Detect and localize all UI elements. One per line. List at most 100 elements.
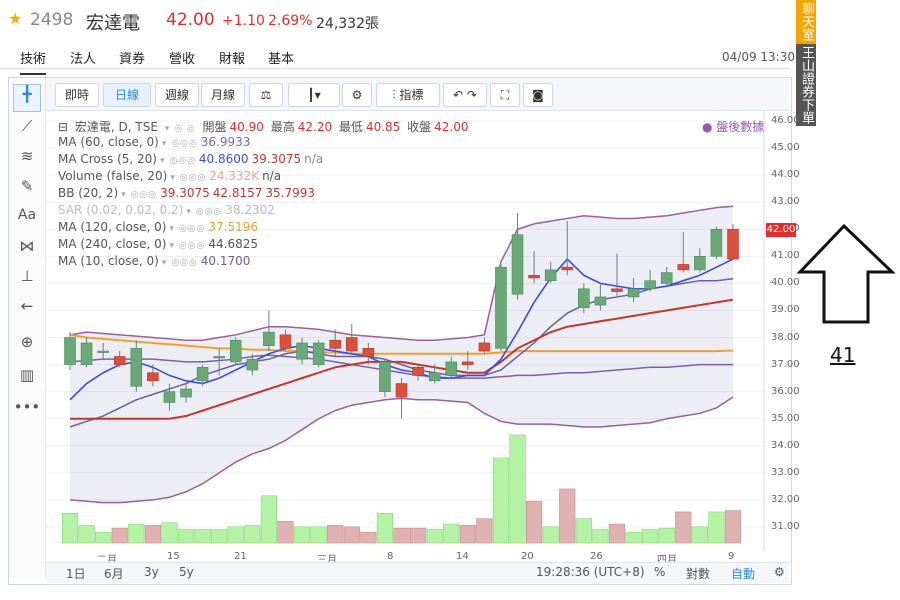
fullscreen-icon[interactable]: ⛶ [490,83,520,107]
volume-bar [211,529,228,544]
legend-row[interactable]: MA Cross (5, 20) ▾ ◎◎◎ 40.8600 39.3075 n/a [58,152,326,166]
bottom-settings-icon[interactable]: ⚙ [774,565,785,579]
volume-bar [327,525,344,544]
crosshair-icon[interactable]: ╋ [13,84,41,112]
indicators-icon: ⫶ [392,88,400,102]
back-arrow-icon[interactable]: ← [20,297,34,315]
legend-row-value: 44.6825 [208,237,259,251]
tab-divider [0,68,790,69]
interval-realtime-button[interactable]: 即時 [55,83,99,107]
legend-row[interactable]: MA (60, close, 0) ▾ ◎◎◎ 36.9933 [58,135,253,149]
legend-row-settings-icon[interactable]: ▾ ◎◎◎ [169,224,206,234]
percent-toggle[interactable]: % [654,565,666,579]
auto-toggle[interactable]: 自動 [731,567,756,581]
tab-technical[interactable]: 技術 [20,48,47,75]
candle-body [362,348,375,357]
legend-row-label: MA (10, close, 0) [58,254,159,268]
volume-bar [459,525,476,544]
measure-tool-icon[interactable]: ⊥ [20,267,34,285]
more-tools-icon[interactable]: ••• [13,398,41,416]
candle-body [578,288,590,309]
range-3y[interactable]: 3y [144,565,159,579]
legend-row-settings-icon[interactable]: ▾ ◎◎◎ [170,173,207,183]
tab-basic[interactable]: 基本 [268,52,295,67]
after-hours-label[interactable]: ● 盤後數據 [702,120,765,134]
legend-row[interactable]: Volume (false, 20) ▾ ◎◎◎ 24.332K n/a [58,169,284,183]
legend-row-settings-icon[interactable]: ▾ ◎◎◎ [186,207,223,217]
chatroom-button[interactable]: 聊天室 [796,0,816,44]
settings-gear-icon[interactable]: ⚙ [342,83,372,107]
bb-upper-line [69,205,734,341]
legend-row-settings-icon[interactable]: ▾ ◎◎◎ [121,190,158,200]
legend-row-label: MA (120, close, 0) [58,220,167,234]
up-arrow-annotation-icon [796,223,896,324]
legend-row-settings-icon[interactable]: ▾ ◎◎◎ [161,258,198,268]
ruler-icon[interactable]: ▥ [19,366,35,384]
legend-row-value: 39.3075 [251,152,302,166]
ma120-line [69,333,734,355]
range-1d[interactable]: 1日 [66,567,86,581]
candle-body [229,339,242,363]
volume-bar [608,523,626,544]
volume-bar [61,512,79,544]
tab-margin[interactable]: 資券 [119,52,146,67]
candle-body [246,358,259,371]
range-6m[interactable]: 6月 [104,567,124,581]
x-tick-label: 四月 [657,555,677,566]
range-5y[interactable]: 5y [179,565,194,579]
broker-order-button[interactable]: 王山證券下單 [796,44,816,126]
volume-bar [625,531,642,544]
bottom-bar [46,562,789,583]
legend-row-settings-icon[interactable]: ▾ ◎◎◎ [161,139,198,149]
candle-body [495,266,507,349]
volume-bar [443,523,460,544]
chart-type-candle-icon[interactable]: ┃▾ [288,83,340,107]
after-hours-text: 盤後數據 [716,120,765,134]
brush-icon[interactable]: ✎ [20,177,34,195]
legend-row-settings-icon[interactable]: ▾ ◎◎◎ [169,241,206,251]
volume-bar [592,529,609,544]
tab-revenue[interactable]: 營收 [169,52,196,67]
interval-monthly-button[interactable]: 月線 [201,83,245,107]
trendline-icon[interactable]: ⟋ [21,117,33,135]
legend-row[interactable]: MA (240, close, 0) ▾ ◎◎◎ 44.6825 [58,237,261,251]
snapshot-camera-icon[interactable]: ◙ [523,83,553,107]
volume-bar [161,522,178,544]
undo-redo-icon[interactable]: ↶ ↷ [443,83,487,107]
interval-weekly-button[interactable]: 週線 [155,83,199,107]
volume-bar [708,511,725,544]
candle-body [644,280,656,290]
volume-bar [310,526,327,544]
x-tick-label: 26 [590,551,603,562]
y-tick-label: 35.00 [771,412,800,424]
legend-row[interactable]: SAR (0.02, 0.02, 0.2) ▾ ◎◎◎ 38.2302 [58,203,278,217]
log-toggle[interactable]: 對數 [686,567,711,581]
ma20-line [70,298,734,420]
y-tick-label: 39.00 [771,304,800,316]
volume-bar [293,526,311,544]
legend-row[interactable]: BB (20, 2) ▾ ◎◎◎ 39.3075 42.8157 35.7993 [58,186,318,200]
candle-body [180,388,192,398]
pattern-tool-icon[interactable]: ⋈ [19,237,35,255]
price-chart-svg[interactable] [46,111,770,561]
collapse-icon[interactable]: ⊟ [58,120,69,134]
favorite-star-icon[interactable]: ★ [8,9,23,28]
zoom-icon[interactable]: ⊕ [20,333,34,351]
indicators-button[interactable]: ⫶ 指標 [376,83,440,107]
text-tool-icon[interactable]: Aa [17,207,37,223]
fib-tool-icon[interactable]: ≋ [20,147,34,165]
ma5-line [69,257,734,401]
legend-row[interactable]: MA (10, close, 0) ▾ ◎◎◎ 40.1700 [58,254,253,268]
legend-low-label: 最低 [338,120,363,134]
legend-row-settings-icon[interactable]: ▾ ◎◎◎ [159,156,196,166]
volume-bar [244,525,261,544]
compare-scale-icon[interactable]: ⚖ [249,83,283,107]
interval-daily-button[interactable]: 日線 [103,83,151,107]
legend-settings-icon[interactable]: ▾ ◎ ◎ [164,124,196,134]
y-tick-label: 40.00 [771,277,800,289]
candle-body [279,334,292,349]
tab-financials[interactable]: 財報 [219,52,246,67]
volume-bar [95,531,112,544]
tab-institutional[interactable]: 法人 [70,52,97,67]
legend-row[interactable]: MA (120, close, 0) ▾ ◎◎◎ 37.5196 [58,220,261,234]
